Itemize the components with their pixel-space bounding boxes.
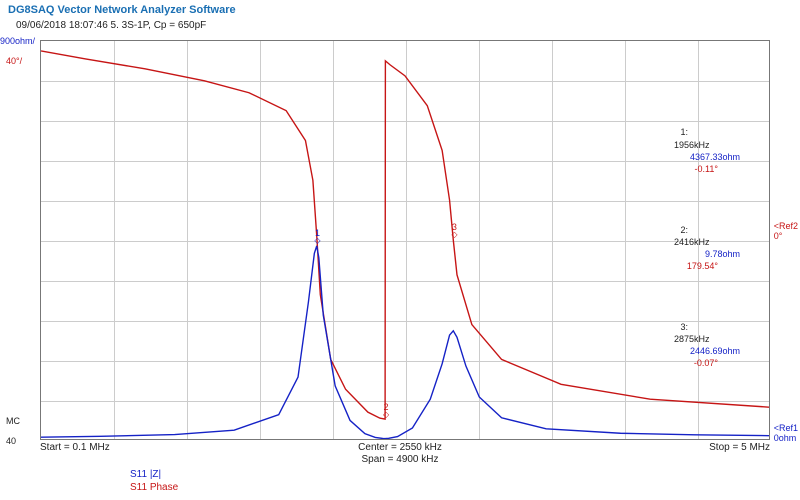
- grid-line-vertical: [187, 41, 188, 439]
- trace-legend: S11 |Z| S11 Phase: [130, 468, 178, 494]
- marker-3-freq: 2875kHz: [674, 333, 730, 345]
- marker-3-val: 2446.69ohm: [674, 345, 740, 357]
- grid-line-vertical: [552, 41, 553, 439]
- grid-line-vertical: [333, 41, 334, 439]
- marker-row-3: 3: 2875kHz 2446.69ohm -0.07°: [659, 309, 740, 382]
- marker-2-num: 2:: [674, 224, 688, 236]
- ref2-labels: <Ref2 0°: [774, 222, 798, 242]
- marker-3-num: 3:: [674, 321, 688, 333]
- marker-row-2: 2: 2416kHz 9.78ohm 179.54°: [659, 211, 740, 284]
- ref2-label: <Ref2: [774, 221, 798, 231]
- marker-tag-m3[interactable]: 3◇: [451, 223, 457, 239]
- x-center-span-label: Center = 2550 kHz Span = 4900 kHz: [0, 442, 800, 465]
- marker-row-1: 1: 1956kHz 4367.33ohm -0.11°: [659, 114, 740, 187]
- timestamp-and-setup: 09/06/2018 18:07:46 5. 3S-1P, Cp = 650pF: [16, 20, 206, 31]
- grid-line-vertical: [114, 41, 115, 439]
- marker-readout-box: 1: 1956kHz 4367.33ohm -0.11° 2: 2416kHz …: [659, 90, 740, 406]
- marker-1-val: 4367.33ohm: [674, 151, 740, 163]
- marker-1-num: 1:: [674, 126, 688, 138]
- mc-label: MC: [6, 416, 20, 426]
- legend-phase: S11 Phase: [130, 482, 178, 493]
- marker-1-phase: -0.11°: [674, 163, 718, 175]
- grid-line-horizontal: [41, 81, 769, 82]
- marker-tag-m1[interactable]: 1◇: [314, 229, 320, 245]
- ref2-value: 0°: [774, 231, 783, 241]
- grid-line-vertical: [260, 41, 261, 439]
- grid-line-vertical: [406, 41, 407, 439]
- x-center-label: Center = 2550 kHz: [358, 442, 442, 453]
- marker-3-phase: -0.07°: [674, 357, 718, 369]
- y-scale-phase: 40°/: [6, 56, 22, 66]
- marker-2-phase: 179.54°: [674, 260, 718, 272]
- app-title: DG8SAQ Vector Network Analyzer Software: [8, 4, 236, 16]
- legend-z: S11 |Z|: [130, 469, 161, 480]
- grid-line-vertical: [625, 41, 626, 439]
- marker-2-val: 9.78ohm: [674, 248, 740, 260]
- app-window: DG8SAQ Vector Network Analyzer Software …: [0, 0, 800, 500]
- marker-1-freq: 1956kHz: [674, 139, 730, 151]
- y-scale-impedance: 900ohm/: [0, 36, 35, 46]
- marker-2-freq: 2416kHz: [674, 236, 730, 248]
- ref1-label: <Ref1: [774, 423, 798, 433]
- marker-tag-m2[interactable]: 2◇: [383, 403, 389, 419]
- grid-line-vertical: [479, 41, 480, 439]
- x-span-label: Span = 4900 kHz: [362, 454, 439, 465]
